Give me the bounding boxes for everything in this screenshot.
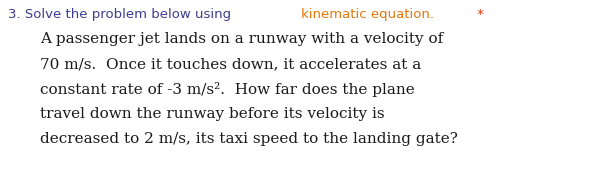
- Text: constant rate of -3 m/s².  How far does the plane: constant rate of -3 m/s². How far does t…: [40, 82, 415, 97]
- Text: kinematic equation.: kinematic equation.: [301, 8, 434, 21]
- Text: decreased to 2 m/s, its taxi speed to the landing gate?: decreased to 2 m/s, its taxi speed to th…: [40, 132, 458, 146]
- Text: A passenger jet lands on a runway with a velocity of: A passenger jet lands on a runway with a…: [40, 32, 443, 46]
- Text: 70 m/s.  Once it touches down, it accelerates at a: 70 m/s. Once it touches down, it acceler…: [40, 57, 421, 71]
- Text: *: *: [473, 8, 484, 21]
- Text: 3. Solve the problem below using: 3. Solve the problem below using: [8, 8, 236, 21]
- Text: travel down the runway before its velocity is: travel down the runway before its veloci…: [40, 107, 385, 121]
